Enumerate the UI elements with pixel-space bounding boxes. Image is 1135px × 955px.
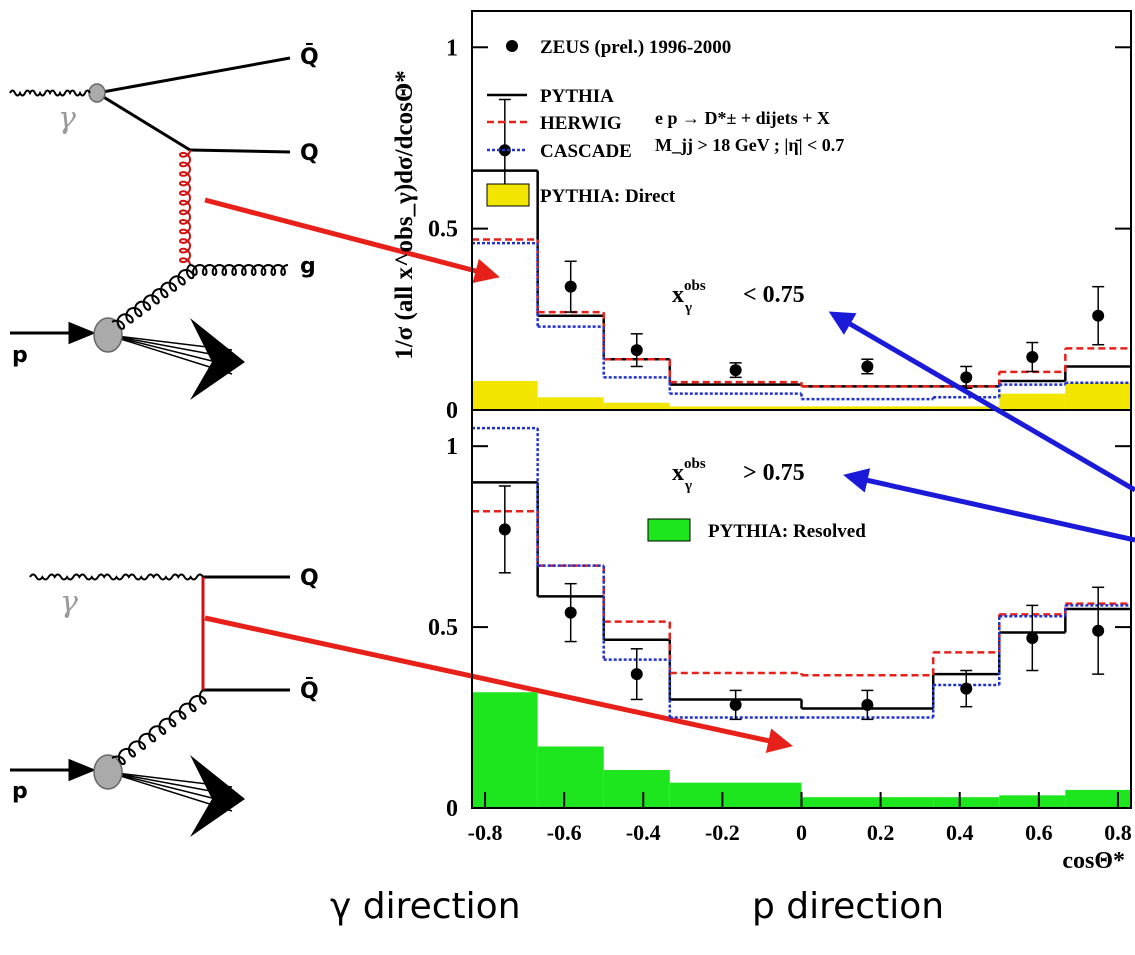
quark-line [190, 150, 290, 152]
particle-label: p [12, 343, 28, 368]
data-point [565, 607, 577, 619]
data-point [499, 523, 511, 535]
legend-label: PYTHIA: Direct [540, 186, 676, 207]
cut-label: xobs γ < 0.75 [672, 278, 805, 316]
particle-label: Q [300, 566, 319, 591]
data-point [861, 360, 873, 372]
process-annotation: M_jj > 18 GeV ; |η̄| < 0.7 [655, 135, 844, 155]
process-annotation: e p → D*± + dijets + X [655, 108, 830, 128]
histogram-bar [604, 770, 670, 808]
direction-label: γ direction [330, 886, 521, 927]
blue-arrow [848, 476, 1135, 540]
gluon [112, 690, 206, 764]
histogram-bar [472, 381, 538, 410]
cut-label-part: x [672, 460, 684, 486]
data-point [1092, 310, 1104, 322]
histogram-bar [670, 783, 802, 808]
data-point [565, 281, 577, 293]
x-axis-label: cosΘ* [1062, 848, 1125, 874]
particle-label: Q̄ [300, 678, 319, 704]
cut-label-part: γ [684, 300, 692, 316]
particle-label: g [300, 254, 316, 279]
gluon [190, 265, 288, 275]
data-point [1026, 351, 1038, 363]
x-tick-label: -0.4 [626, 820, 661, 845]
data-point [960, 683, 972, 695]
data-point [1092, 625, 1104, 637]
y-tick-label: 1 [446, 434, 458, 460]
quark-line [97, 93, 190, 150]
y-tick-label: 0 [446, 398, 458, 424]
data-point [631, 668, 643, 680]
legend-swatch [648, 519, 690, 541]
data-point [960, 371, 972, 383]
histogram-bar [538, 746, 604, 808]
particle-label: Q [300, 141, 319, 166]
data-point [861, 699, 873, 711]
x-tick-label: 0.8 [1104, 820, 1132, 845]
particle-label: p [12, 779, 28, 804]
arrowhead [70, 761, 92, 779]
x-tick-label: -0.8 [468, 820, 503, 845]
histogram-bar [933, 797, 999, 808]
x-tick-label: -0.2 [705, 820, 740, 845]
proton-blob [94, 755, 122, 789]
photon-blob [89, 84, 105, 102]
histogram-bar [1065, 383, 1131, 410]
particle-label: Q̄ [300, 44, 319, 70]
y-tick-label: 0.5 [428, 615, 458, 641]
legend-swatch [487, 184, 529, 206]
histogram-bar [604, 403, 670, 410]
cut-label-part: < 0.75 [743, 282, 805, 308]
cut-label: xobs γ > 0.75 [672, 456, 805, 494]
photon [10, 91, 90, 96]
data-point [730, 364, 742, 376]
y-tick-label: 0.5 [428, 217, 458, 243]
legend-label: CASCADE [540, 141, 632, 162]
quark-line [97, 58, 290, 93]
cut-label-part: obs [684, 456, 706, 472]
cut-label-part: obs [684, 278, 706, 294]
feynman-diagrams [10, 58, 290, 837]
arrowhead [70, 324, 92, 342]
gluon [112, 265, 194, 329]
legend-label: HERWIG [540, 113, 622, 134]
histogram-bar [472, 692, 538, 808]
cut-label-part: > 0.75 [743, 460, 805, 486]
photon [30, 575, 203, 580]
x-tick-label: 0.2 [867, 820, 895, 845]
legend-swatch [506, 40, 518, 52]
x-tick-label: -0.6 [547, 820, 582, 845]
legend-label: PYTHIA: Resolved [708, 521, 866, 542]
data-point [631, 344, 643, 356]
histogram-bar [802, 797, 934, 808]
cut-label-part: γ [684, 478, 692, 494]
remnant-arrow [190, 755, 245, 837]
x-tick-label: 0.4 [946, 820, 974, 845]
y-tick-label: 0 [446, 796, 458, 822]
y-axis-label: 1/σ (all x^obs_γ)dσ/dcosΘ* [391, 70, 418, 360]
legend-label: ZEUS (prel.) 1996-2000 [540, 37, 731, 58]
x-tick-label: 0.6 [1025, 820, 1053, 845]
particle-label: γ [60, 585, 78, 620]
histogram-bar [538, 397, 604, 410]
page: 00.511/σ (all x^obs_γ)dσ/dcosΘ*xobsγ< 0.… [0, 0, 1135, 955]
legend-label: PYTHIA [540, 86, 614, 107]
histogram-bar [1065, 790, 1131, 808]
exchanged-gluon [180, 150, 190, 265]
histogram-bar [999, 394, 1065, 410]
histogram-bar [999, 795, 1065, 808]
cut-label-part: x [672, 282, 684, 308]
data-point [730, 699, 742, 711]
x-tick-label: 0 [796, 820, 807, 845]
remnant-arrow [190, 318, 245, 400]
particle-label: γ [58, 101, 76, 136]
data-point [1026, 632, 1038, 644]
y-tick-label: 1 [446, 35, 458, 61]
direction-label: p direction [752, 886, 944, 927]
